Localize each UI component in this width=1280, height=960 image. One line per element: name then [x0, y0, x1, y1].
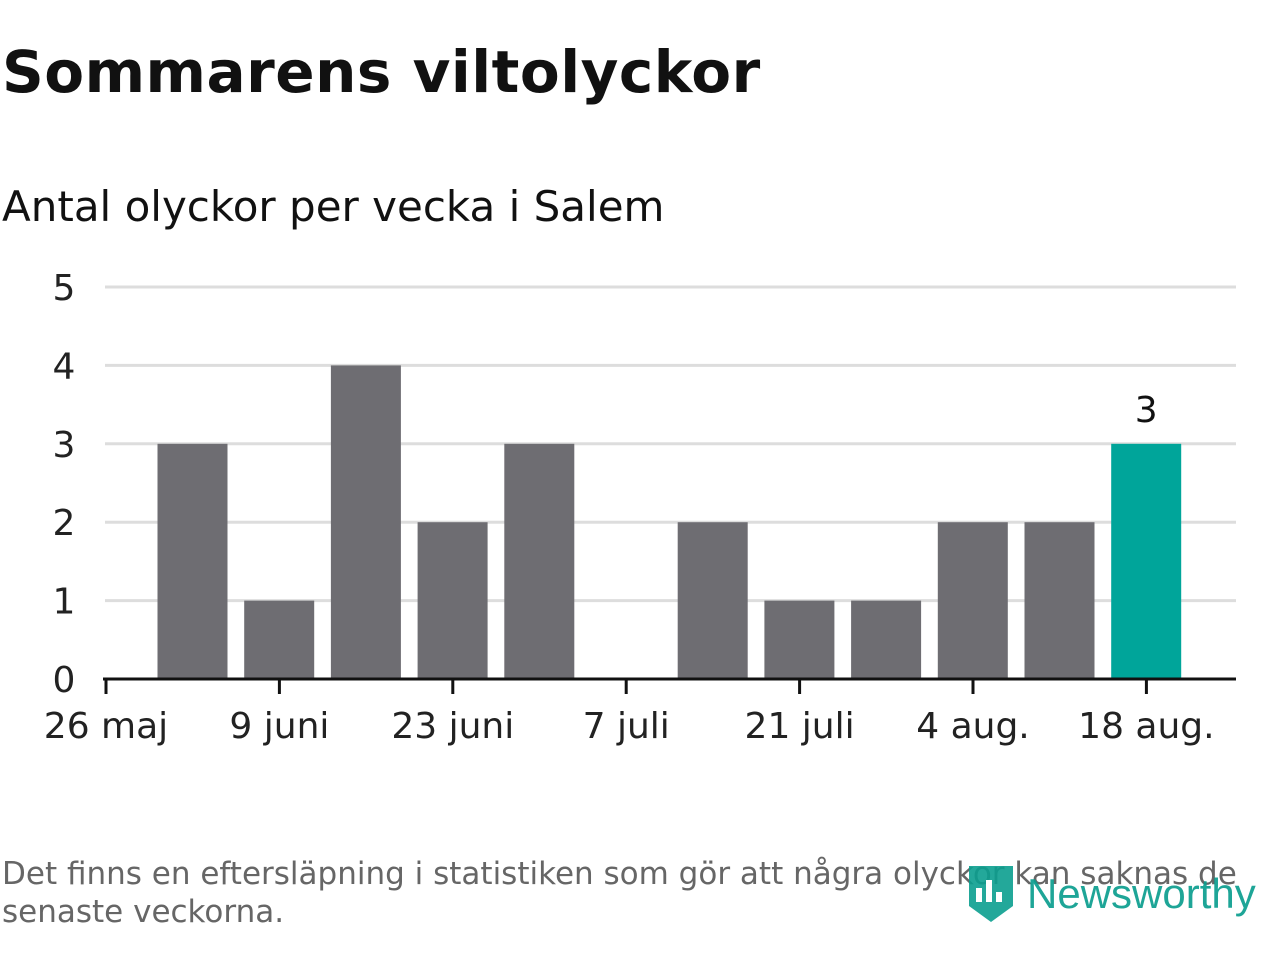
data-label: 3 [1135, 390, 1158, 431]
y-tick-label: 1 [53, 582, 76, 623]
bar-7 [677, 522, 748, 679]
x-tick-label: 23 juni [391, 706, 514, 747]
bar-10 [937, 522, 1008, 679]
x-axis [103, 677, 1236, 694]
data-labels: 3 [1135, 390, 1158, 431]
bar-12 [1111, 443, 1182, 679]
y-tick-label: 3 [53, 425, 76, 466]
bar-9 [851, 600, 922, 679]
bars [157, 365, 1182, 679]
bar-4 [417, 522, 488, 679]
y-tick-label: 4 [53, 346, 76, 387]
brand-name: Newsworthy [1027, 870, 1256, 917]
x-tick-label: 21 juli [745, 706, 855, 747]
bar-11 [1024, 522, 1095, 679]
x-tick-label: 7 juli [583, 706, 670, 747]
chart-subtitle: Antal olyckor per vecka i Salem [2, 182, 665, 231]
y-tick-label: 2 [53, 503, 76, 544]
y-tick-label: 0 [53, 660, 76, 701]
bar-2 [244, 600, 315, 679]
y-axis-tick-labels: 0 1 2 3 4 5 [53, 268, 76, 701]
bar-chart-logo-icon [969, 866, 1013, 922]
x-tick-label: 26 maj [44, 706, 168, 747]
x-tick-label: 9 juni [229, 706, 329, 747]
bar-5 [504, 443, 575, 679]
bar-chart: 3 0 1 2 3 4 5 26 maj 9 juni 23 juni 7 juli 21 jul… [44, 268, 1236, 747]
bar-1 [157, 443, 228, 679]
x-axis-tick-labels: 26 maj 9 juni 23 juni 7 juli 21 juli 4 aug. 18… [44, 706, 1215, 747]
bar-8 [764, 600, 835, 679]
footnote: Det finns en eftersläpning i statistiken… [2, 856, 1237, 930]
y-tick-label: 5 [53, 268, 76, 309]
newsworthy-logo: Newsworthy [965, 862, 1256, 926]
x-tick-label: 18 aug. [1078, 706, 1214, 747]
bar-3 [330, 365, 401, 679]
x-tick-label: 4 aug. [916, 706, 1030, 747]
chart-title: Sommarens viltolyckor [2, 38, 761, 106]
